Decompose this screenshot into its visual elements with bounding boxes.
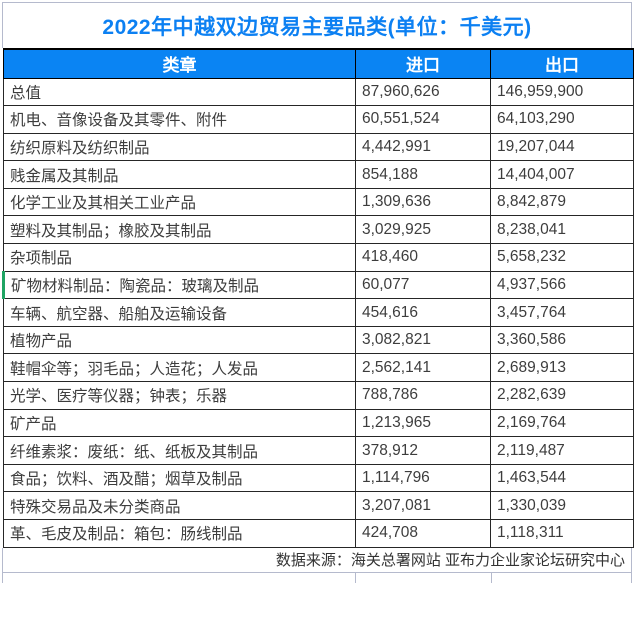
category-cell[interactable]: 革、毛皮及制品：箱包：肠线制品 <box>3 519 356 548</box>
table-row: 化学工业及其相关工业产品 1,309,636 8,842,879 <box>3 187 634 217</box>
category-cell[interactable]: 矿产品 <box>3 408 356 438</box>
category-cell[interactable]: 食品；饮料、酒及醋；烟草及制品 <box>3 463 356 493</box>
export-value-cell[interactable]: 2,282,639 <box>490 381 634 410</box>
table-row: 车辆、航空器、船舶及运输设备 454,616 3,457,764 <box>3 298 634 327</box>
table-row: 食品；饮料、酒及醋；烟草及制品 1,114,796 1,463,544 <box>3 463 634 493</box>
table-row: 纤维素浆：废纸：纸、纸板及其制品 378,912 2,119,487 <box>3 436 634 465</box>
table-header: 类章 进口 出口 <box>3 48 634 79</box>
export-value-cell[interactable]: 14,404,007 <box>490 160 634 189</box>
header-row: 类章 进口 出口 <box>3 48 634 79</box>
category-cell[interactable]: 矿物材料制品：陶瓷品：玻璃及制品 <box>2 270 356 300</box>
category-cell[interactable]: 贱金属及其制品 <box>3 160 356 189</box>
category-cell[interactable]: 机电、音像设备及其零件、附件 <box>3 105 356 134</box>
export-value-cell[interactable]: 1,118,311 <box>490 519 634 548</box>
import-value-cell[interactable]: 3,029,925 <box>355 215 491 245</box>
header-cell-export[interactable]: 出口 <box>490 48 634 79</box>
trade-table: 类章 进口 出口 总值 87,960,626 146,959,900 机电、音像… <box>2 48 634 548</box>
gridline-vertical <box>355 572 356 583</box>
page-title: 2022年中越双边贸易主要品类(单位：千美元) <box>2 2 632 48</box>
gridline-vertical <box>491 572 492 583</box>
export-value-cell[interactable]: 3,360,586 <box>490 325 634 355</box>
import-value-cell[interactable]: 4,442,991 <box>355 132 491 162</box>
table-row: 光学、医疗等仪器；钟表；乐器 788,786 2,282,639 <box>3 381 634 410</box>
import-value-cell[interactable]: 87,960,626 <box>355 77 491 107</box>
table-row: 总值 87,960,626 146,959,900 <box>3 77 634 107</box>
category-cell[interactable]: 鞋帽伞等；羽毛品；人造花；人发品 <box>3 353 356 383</box>
table-row: 杂项制品 418,460 5,658,232 <box>3 243 634 272</box>
table-row: 矿物材料制品：陶瓷品：玻璃及制品 60,077 4,937,566 <box>2 270 634 300</box>
data-source-label: 数据来源：海关总署网站 亚布力企业家论坛研究中心 <box>275 552 625 570</box>
import-value-cell[interactable]: 854,188 <box>355 160 491 189</box>
import-value-cell[interactable]: 454,616 <box>355 298 491 327</box>
export-value-cell[interactable]: 64,103,290 <box>490 105 634 134</box>
category-cell[interactable]: 光学、医疗等仪器；钟表；乐器 <box>3 381 356 410</box>
import-value-cell[interactable]: 1,309,636 <box>355 187 491 217</box>
category-cell[interactable]: 塑料及其制品；橡胶及其制品 <box>3 215 356 245</box>
table-row: 革、毛皮及制品：箱包：肠线制品 424,708 1,118,311 <box>3 519 634 548</box>
import-value-cell[interactable]: 424,708 <box>355 519 491 548</box>
table-row: 纺织原料及纺织制品 4,442,991 19,207,044 <box>3 132 634 162</box>
import-value-cell[interactable]: 3,082,821 <box>355 325 491 355</box>
table-row: 特殊交易品及未分类商品 3,207,081 1,330,039 <box>3 491 634 520</box>
export-value-cell[interactable]: 2,689,913 <box>490 353 634 383</box>
table-row: 贱金属及其制品 854,188 14,404,007 <box>3 160 634 189</box>
import-value-cell[interactable]: 60,077 <box>355 270 491 300</box>
category-cell[interactable]: 植物产品 <box>3 325 356 355</box>
partial-next-row <box>2 572 632 583</box>
table-row: 机电、音像设备及其零件、附件 60,551,524 64,103,290 <box>3 105 634 134</box>
table-row: 鞋帽伞等；羽毛品；人造花；人发品 2,562,141 2,689,913 <box>3 353 634 383</box>
export-value-cell[interactable]: 2,119,487 <box>490 436 634 465</box>
table-row: 植物产品 3,082,821 3,360,586 <box>3 325 634 355</box>
category-cell[interactable]: 化学工业及其相关工业产品 <box>3 187 356 217</box>
header-cell-category[interactable]: 类章 <box>3 48 356 79</box>
data-source-row: 数据来源：海关总署网站 亚布力企业家论坛研究中心 <box>2 547 632 573</box>
table-row: 塑料及其制品；橡胶及其制品 3,029,925 8,238,041 <box>3 215 634 245</box>
export-value-cell[interactable]: 8,238,041 <box>490 215 634 245</box>
import-value-cell[interactable]: 60,551,524 <box>355 105 491 134</box>
import-value-cell[interactable]: 1,213,965 <box>355 408 491 438</box>
export-value-cell[interactable]: 146,959,900 <box>490 77 634 107</box>
export-value-cell[interactable]: 5,658,232 <box>490 243 634 272</box>
export-value-cell[interactable]: 8,842,879 <box>490 187 634 217</box>
import-value-cell[interactable]: 1,114,796 <box>355 463 491 493</box>
category-cell[interactable]: 总值 <box>3 77 356 107</box>
import-value-cell[interactable]: 378,912 <box>355 436 491 465</box>
import-value-cell[interactable]: 418,460 <box>355 243 491 272</box>
export-value-cell[interactable]: 2,169,764 <box>490 408 634 438</box>
table-row: 矿产品 1,213,965 2,169,764 <box>3 408 634 438</box>
table-body: 总值 87,960,626 146,959,900 机电、音像设备及其零件、附件… <box>2 77 634 548</box>
category-cell[interactable]: 杂项制品 <box>3 243 356 272</box>
category-cell[interactable]: 纺织原料及纺织制品 <box>3 132 356 162</box>
category-cell[interactable]: 特殊交易品及未分类商品 <box>3 491 356 520</box>
import-value-cell[interactable]: 3,207,081 <box>355 491 491 520</box>
export-value-cell[interactable]: 3,457,764 <box>490 298 634 327</box>
category-cell[interactable]: 纤维素浆：废纸：纸、纸板及其制品 <box>3 436 356 465</box>
export-value-cell[interactable]: 4,937,566 <box>490 270 634 300</box>
header-cell-import[interactable]: 进口 <box>355 48 491 79</box>
trade-table-sheet: 2022年中越双边贸易主要品类(单位：千美元) 类章 进口 出口 总值 87,9… <box>2 2 634 583</box>
export-value-cell[interactable]: 1,463,544 <box>490 463 634 493</box>
category-cell[interactable]: 车辆、航空器、船舶及运输设备 <box>3 298 356 327</box>
export-value-cell[interactable]: 1,330,039 <box>490 491 634 520</box>
export-value-cell[interactable]: 19,207,044 <box>490 132 634 162</box>
import-value-cell[interactable]: 2,562,141 <box>355 353 491 383</box>
import-value-cell[interactable]: 788,786 <box>355 381 491 410</box>
